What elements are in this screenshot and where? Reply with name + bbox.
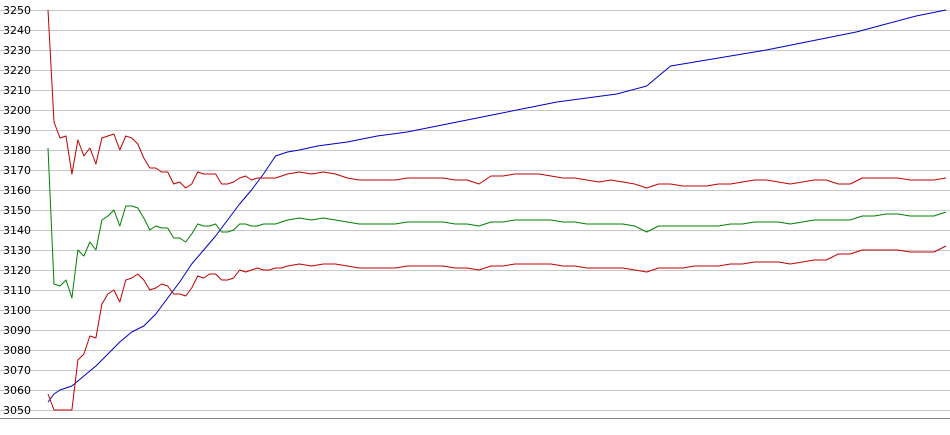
y-tick-label: 3180 bbox=[3, 144, 31, 157]
y-tick-label: 3210 bbox=[3, 84, 31, 97]
y-tick-label: 3130 bbox=[3, 244, 31, 257]
y-tick-label: 3170 bbox=[3, 164, 31, 177]
y-tick-label: 3240 bbox=[3, 24, 31, 37]
y-tick-label: 3110 bbox=[3, 284, 31, 297]
y-tick-label: 3250 bbox=[3, 4, 31, 17]
series-line-2 bbox=[47, 9, 947, 189]
y-tick-label: 3160 bbox=[3, 184, 31, 197]
y-tick-label: 3060 bbox=[3, 384, 31, 397]
y-tick-label: 3100 bbox=[3, 304, 31, 317]
gridlines bbox=[0, 10, 950, 411]
series-line-3 bbox=[47, 147, 947, 299]
series-line-4 bbox=[47, 245, 947, 411]
y-tick-label: 3050 bbox=[3, 404, 31, 417]
y-axis-tick-labels: 3050 3060 3070 3080 3090 3100 3110 3120 3130 3140… bbox=[3, 4, 31, 417]
y-tick-label: 3090 bbox=[3, 324, 31, 337]
y-tick-label: 3190 bbox=[3, 124, 31, 137]
y-tick-label: 3120 bbox=[3, 264, 31, 277]
y-tick-label: 3230 bbox=[3, 44, 31, 57]
y-tick-label: 3070 bbox=[3, 364, 31, 377]
series-line-1 bbox=[47, 9, 947, 403]
y-tick-label: 3220 bbox=[3, 64, 31, 77]
y-tick-label: 3200 bbox=[3, 104, 31, 117]
series-lines bbox=[47, 9, 947, 411]
y-tick-label: 3140 bbox=[3, 224, 31, 237]
y-tick-label: 3080 bbox=[3, 344, 31, 357]
y-tick-label: 3150 bbox=[3, 204, 31, 217]
